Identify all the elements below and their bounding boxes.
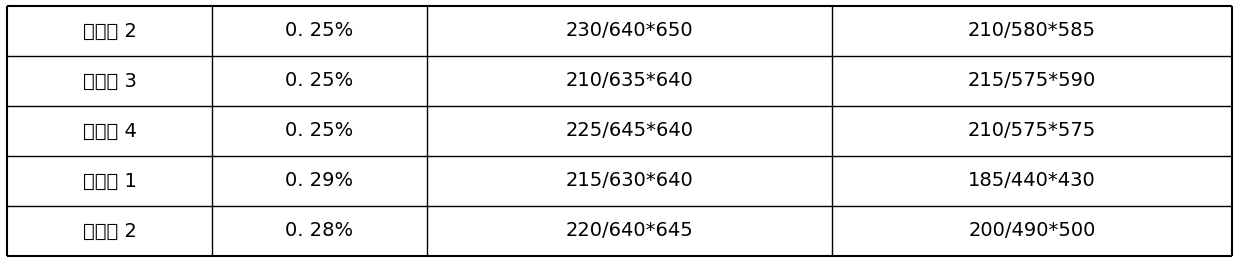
Bar xyxy=(7,106,212,156)
Text: 200/490*500: 200/490*500 xyxy=(969,221,1095,241)
Text: 225/645*640: 225/645*640 xyxy=(565,122,694,140)
Bar xyxy=(212,6,427,56)
Bar xyxy=(427,156,833,206)
Text: 210/635*640: 210/635*640 xyxy=(566,72,694,90)
Text: 对比例 1: 对比例 1 xyxy=(83,172,136,190)
Bar xyxy=(833,156,1232,206)
Bar xyxy=(212,106,427,156)
Text: 对比例 2: 对比例 2 xyxy=(83,221,136,241)
Text: 0. 28%: 0. 28% xyxy=(285,221,353,241)
Bar xyxy=(7,6,212,56)
Bar xyxy=(833,6,1232,56)
Text: 185/440*430: 185/440*430 xyxy=(968,172,1095,190)
Bar xyxy=(427,6,833,56)
Bar xyxy=(212,56,427,106)
Text: 0. 25%: 0. 25% xyxy=(285,21,353,41)
Bar xyxy=(833,56,1232,106)
Bar xyxy=(833,206,1232,256)
Bar xyxy=(7,206,212,256)
Text: 实施例 2: 实施例 2 xyxy=(83,21,136,41)
Text: 215/630*640: 215/630*640 xyxy=(566,172,694,190)
Text: 0. 25%: 0. 25% xyxy=(285,122,353,140)
Text: 0. 25%: 0. 25% xyxy=(285,72,353,90)
Text: 230/640*650: 230/640*650 xyxy=(566,21,694,41)
Bar xyxy=(212,156,427,206)
Bar xyxy=(833,106,1232,156)
Text: 实施例 4: 实施例 4 xyxy=(83,122,136,140)
Text: 210/580*585: 210/580*585 xyxy=(968,21,1097,41)
Bar xyxy=(427,206,833,256)
Text: 实施例 3: 实施例 3 xyxy=(83,72,136,90)
Bar xyxy=(7,156,212,206)
Bar xyxy=(7,56,212,106)
Text: 215/575*590: 215/575*590 xyxy=(968,72,1097,90)
Bar xyxy=(427,106,833,156)
Bar xyxy=(212,206,427,256)
Bar xyxy=(427,56,833,106)
Text: 210/575*575: 210/575*575 xyxy=(968,122,1097,140)
Text: 220/640*645: 220/640*645 xyxy=(566,221,694,241)
Text: 0. 29%: 0. 29% xyxy=(285,172,353,190)
